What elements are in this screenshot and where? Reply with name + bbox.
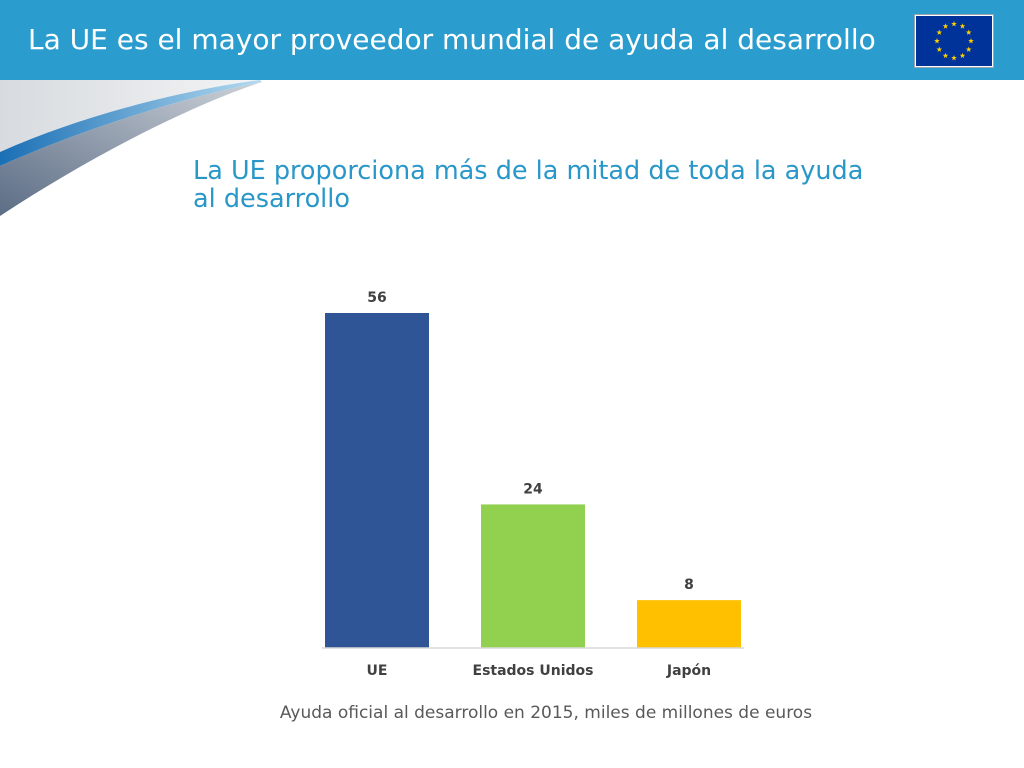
swoosh-slate-band — [0, 82, 262, 216]
category-labels-group: UE Estados Unidos Japón — [367, 663, 712, 679]
bar-japon — [637, 600, 741, 648]
data-labels-group: 56 24 8 — [367, 290, 694, 593]
flag-star — [951, 21, 957, 27]
flag-star — [965, 46, 972, 52]
data-label-ue: 56 — [367, 290, 386, 306]
flag-star — [951, 55, 957, 61]
flag-star — [934, 38, 940, 44]
bar-chart: 56 24 8 UE Estados Unidos Japón — [322, 290, 744, 679]
flag-star — [936, 29, 943, 35]
flag-star — [959, 52, 966, 59]
slide-title: La UE es el mayor proveedor mundial de a… — [28, 23, 876, 56]
eu-flag-icon — [914, 14, 994, 68]
slide-subtitle: La UE proporciona más de la mitad de tod… — [193, 157, 953, 213]
subtitle-line: La UE proporciona más de la mitad de tod… — [193, 156, 864, 186]
slide-header: La UE es el mayor proveedor mundial de a… — [0, 0, 1024, 80]
chart-caption: Ayuda oficial al desarrollo en 2015, mil… — [279, 703, 813, 723]
data-label-estados-unidos: 24 — [523, 481, 543, 497]
category-label-estados-unidos: Estados Unidos — [473, 663, 594, 679]
flag-star — [942, 52, 949, 59]
subtitle-line: al desarrollo — [193, 184, 350, 214]
flag-star — [936, 46, 943, 52]
flag-star — [965, 29, 972, 35]
flag-stars-ring — [934, 21, 974, 61]
bars-group — [325, 313, 741, 648]
flag-star — [968, 38, 974, 44]
flag-star — [942, 23, 949, 29]
flag-star — [959, 23, 966, 29]
category-label-ue: UE — [367, 663, 388, 679]
bar-estados-unidos — [481, 504, 585, 648]
swoosh-light-band — [0, 80, 260, 152]
bar-ue — [325, 313, 429, 648]
data-label-japon: 8 — [684, 577, 694, 593]
category-label-japon: Japón — [666, 663, 711, 679]
corner-swoosh-decoration — [0, 80, 262, 216]
